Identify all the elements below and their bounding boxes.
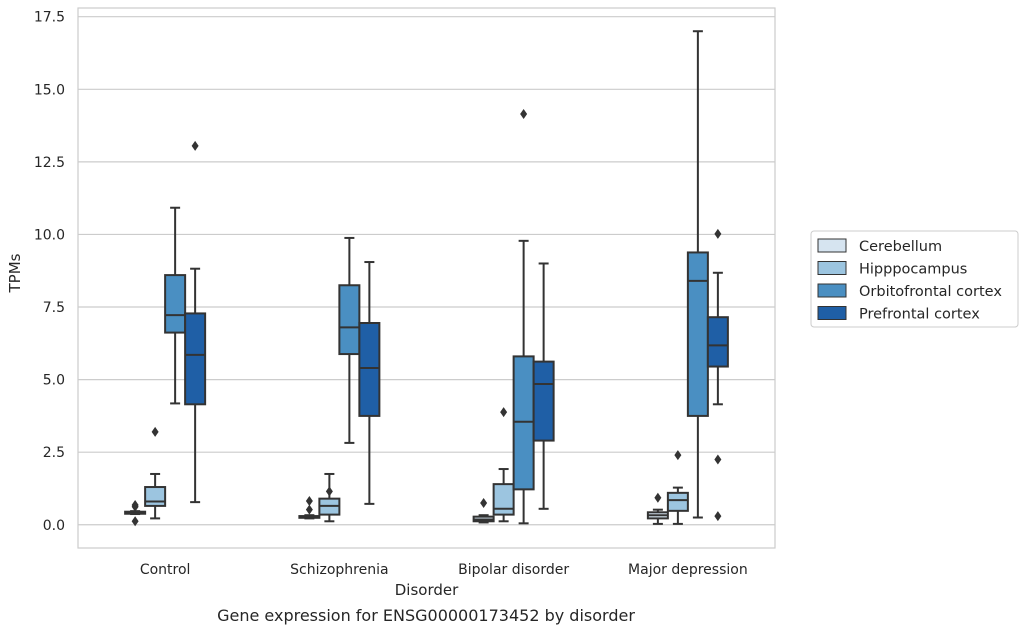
y-tick-label: 2.5	[43, 445, 65, 461]
legend-swatch	[817, 238, 847, 253]
outlier-point	[131, 500, 139, 511]
x-axis-label: Disorder	[395, 581, 459, 599]
legend-label: Cerebellum	[859, 239, 942, 255]
legend-item: Prefrontal cortex	[817, 306, 980, 323]
y-tick-label: 5.0	[43, 373, 65, 389]
y-tick-label: 7.5	[43, 300, 65, 316]
box-iqr	[532, 360, 555, 442]
x-tick-label: Bipolar disorder	[458, 562, 569, 578]
outlier-point	[131, 516, 139, 527]
legend-label: Prefrontal cortex	[859, 307, 980, 323]
box-orbitofrontal-cortex-1	[338, 236, 361, 444]
y-tick-label: 10.0	[34, 227, 65, 243]
legend-swatch	[817, 283, 847, 298]
box-iqr	[144, 486, 167, 507]
outlier-point	[714, 228, 722, 239]
outlier-point	[520, 108, 528, 119]
y-tick-label: 0.0	[43, 518, 65, 534]
x-tick-label: Major depression	[628, 562, 748, 578]
outlier-point	[305, 495, 313, 506]
outlier-point	[714, 454, 722, 465]
box-iqr	[512, 355, 535, 491]
legend-item: Hipppocampus	[817, 261, 967, 278]
box-iqr	[184, 312, 207, 406]
box-iqr	[358, 322, 381, 417]
x-tick-labels: Control Schizophrenia Bipolar disorder Majo…	[140, 562, 748, 578]
box-hipppocampus-3	[666, 450, 689, 525]
box-iqr	[686, 251, 709, 417]
y-tick-label: 15.0	[34, 82, 65, 98]
outlier-point	[325, 486, 333, 497]
outlier-point	[500, 407, 508, 418]
boxes	[124, 30, 729, 527]
x-tick-label: Control	[140, 562, 191, 578]
legend-label: Hipppocampus	[859, 262, 967, 278]
box-iqr	[666, 491, 689, 512]
outlier-point	[654, 492, 662, 503]
y-tick-labels: 0.0 2.5 5.0 7.5 10.0 12.5 15.0 17.5	[34, 10, 65, 534]
box-iqr	[706, 316, 729, 368]
box-hipppocampus-0	[144, 426, 167, 520]
outlier-point	[151, 426, 159, 437]
y-tick-label: 12.5	[34, 155, 65, 171]
box-orbitofrontal-cortex-2	[512, 108, 535, 525]
legend-frame	[810, 230, 1019, 328]
gridlines	[78, 16, 775, 526]
plot-frame	[77, 7, 776, 549]
box-orbitofrontal-cortex-0	[164, 206, 187, 405]
box-hipppocampus-2	[492, 407, 515, 523]
figure-caption: Gene expression for ENSG00000173452 by d…	[217, 606, 635, 625]
outlier-point	[714, 511, 722, 522]
box-prefrontal-cortex-2	[532, 262, 555, 510]
box-hipppocampus-1	[318, 472, 341, 523]
x-tick-label: Schizophrenia	[290, 562, 388, 578]
legend-swatch	[817, 306, 847, 320]
box-prefrontal-cortex-1	[358, 261, 381, 505]
box-cerebellum-1	[298, 495, 321, 520]
legend: Cerebellum Hipppocampus Orbitofrontal cort…	[810, 230, 1019, 328]
box-iqr	[492, 483, 515, 516]
legend-label: Orbitofrontal cortex	[859, 284, 1002, 300]
legend-item: Cerebellum	[817, 238, 942, 255]
outlier-point	[674, 450, 682, 461]
legend-item: Orbitofrontal cortex	[817, 283, 1002, 300]
box-iqr	[338, 284, 361, 356]
y-tick-label: 17.5	[34, 10, 65, 26]
outlier-point	[480, 498, 488, 508]
box-cerebellum-0	[124, 500, 147, 527]
box-prefrontal-cortex-0	[184, 140, 207, 504]
outlier-point	[191, 140, 199, 151]
box-cerebellum-2	[472, 498, 495, 524]
legend-swatch	[817, 261, 847, 275]
box-prefrontal-cortex-3	[706, 228, 729, 522]
box-iqr	[164, 274, 187, 334]
y-axis-label: TPMs	[6, 253, 24, 293]
outlier-point	[305, 504, 313, 515]
box-orbitofrontal-cortex-3	[686, 30, 709, 519]
box-cerebellum-3	[646, 492, 669, 525]
